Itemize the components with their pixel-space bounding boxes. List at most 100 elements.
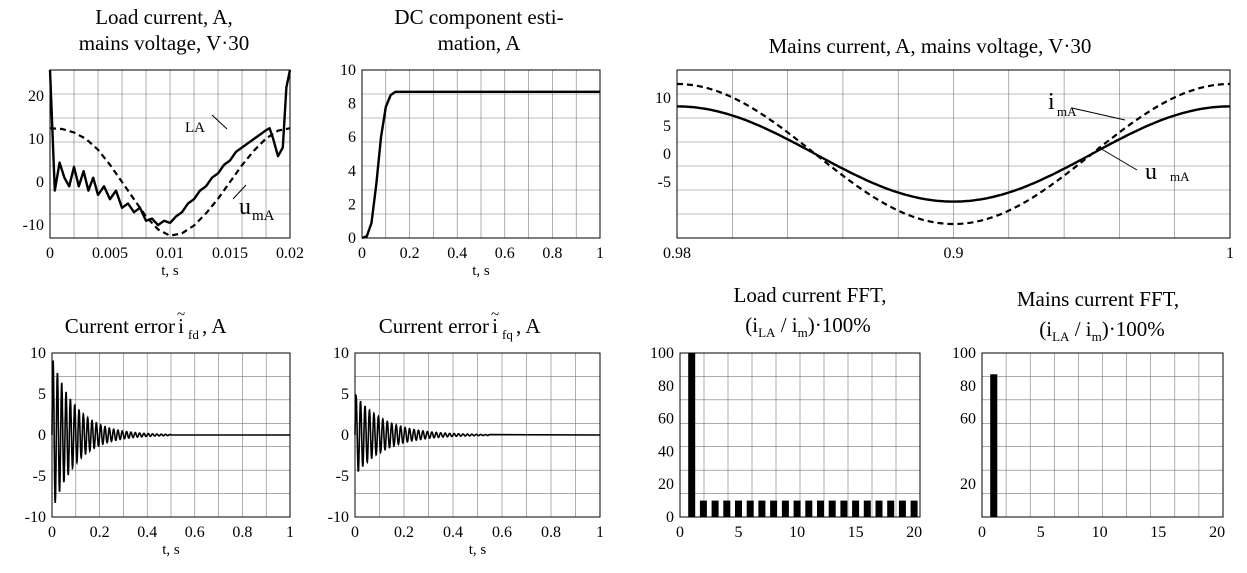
- bar: [840, 500, 848, 517]
- x-tick-label: 1: [1226, 245, 1234, 262]
- y-tick-label: 40: [658, 443, 674, 460]
- bar: [910, 500, 918, 517]
- panel-title-line-2: (iLA / im)·100%: [745, 313, 870, 340]
- bar: [746, 500, 754, 517]
- bar: [758, 500, 766, 517]
- x-tick-label: 1: [596, 245, 604, 262]
- x-tick-label: 0: [46, 245, 54, 262]
- x-tick-label: 0.8: [542, 245, 562, 262]
- annotation-leader: [1097, 146, 1138, 171]
- title-part: )·100%: [1102, 317, 1165, 341]
- bar: [852, 500, 860, 517]
- x-tick-label: 5: [1037, 524, 1045, 541]
- panel-title-line-1: Load current, A,: [95, 5, 233, 29]
- bar: [828, 500, 836, 517]
- y-tick-label: -10: [25, 509, 46, 526]
- annotation-i: i: [1048, 89, 1055, 115]
- panel-current-error-fd: Current error i ~ fd , A -10 -5 0 5 10 0 0.2 0.…: [25, 307, 294, 558]
- x-tick-label: 20: [906, 524, 922, 541]
- title-part: / i: [1069, 317, 1091, 341]
- title-subscript: LA: [1052, 329, 1070, 344]
- panel-mains-current: Mains current, A, mains voltage, V·30 -5…: [655, 34, 1234, 262]
- annotation-leader: [232, 184, 247, 200]
- series-line: [677, 105, 1230, 203]
- y-tick-label: -5: [658, 174, 671, 191]
- x-tick-label: 10: [789, 524, 805, 541]
- bar: [793, 500, 801, 517]
- y-tick-label: 5: [341, 386, 349, 403]
- panel-title: Mains current, A, mains voltage, V·30: [769, 34, 1092, 58]
- panel-current-error-fq: Current error i ~ fq , A -10 -5 0 5 10 0 0.2 0.…: [328, 307, 604, 558]
- title-part: (i: [1039, 317, 1052, 341]
- x-tick-label: 0: [48, 524, 56, 541]
- y-tick-label: 2: [348, 196, 356, 213]
- x-tick-label: 0.4: [447, 245, 467, 262]
- x-tick-label: 0.005: [92, 245, 128, 262]
- bar: [723, 500, 731, 517]
- bar: [898, 500, 906, 517]
- y-tick-label: 20: [658, 476, 674, 493]
- x-tick-label: 0.9: [944, 245, 964, 262]
- x-tick-label: 5: [735, 524, 743, 541]
- y-tick-label: 5: [38, 386, 46, 403]
- x-tick-label: 1: [286, 524, 294, 541]
- panel-title-line-1: DC component esti-: [394, 5, 563, 29]
- x-tick-label: 0.4: [443, 524, 463, 541]
- panel-load-fft: Load current FFT, (iLA / im)·100% 0 20 40 6…: [650, 283, 922, 541]
- series-line: [677, 82, 1230, 226]
- bar: [805, 500, 813, 517]
- x-axis-label: t, s: [162, 542, 180, 558]
- title-subscript: m: [1092, 329, 1102, 344]
- y-tick-label: -5: [33, 468, 46, 485]
- title-part: )·100%: [808, 313, 871, 337]
- plot-frame: [361, 69, 601, 239]
- title-part: (i: [745, 313, 758, 337]
- x-tick-label: 0.01: [156, 245, 184, 262]
- x-tick-label: 1: [596, 524, 604, 541]
- y-tick-label: 0: [666, 509, 674, 526]
- x-tick-label: 0.4: [137, 524, 157, 541]
- x-tick-label: 10: [1092, 524, 1108, 541]
- panel-title-line-1: Load current FFT,: [734, 283, 887, 307]
- annotation-leader: [1071, 107, 1126, 121]
- panel-title-unit: , A: [516, 314, 541, 338]
- annotation-i-subscript: mA: [1057, 104, 1077, 119]
- panel-load-current: Load current, A, mains voltage, V·30 -10…: [23, 5, 304, 279]
- tilde-mark: ~: [491, 307, 499, 323]
- y-tick-label: 100: [650, 345, 674, 362]
- panel-title-text: Current error: [65, 314, 175, 338]
- x-tick-label: 0.2: [400, 245, 420, 262]
- x-tick-label: 15: [848, 524, 864, 541]
- tilde-mark: ~: [177, 307, 185, 323]
- x-tick-label: 20: [1209, 524, 1225, 541]
- annotation-u-subscript: mA: [252, 208, 275, 224]
- y-tick-label: 10: [340, 62, 356, 79]
- y-tick-label: 80: [960, 378, 976, 395]
- bar: [781, 500, 789, 517]
- y-tick-label: -5: [336, 468, 349, 485]
- panel-title-symbol: i: [492, 314, 498, 338]
- title-subscript: LA: [758, 325, 776, 340]
- y-tick-label: 6: [348, 129, 356, 146]
- panel-title-subscript: fd: [188, 327, 199, 342]
- series-line: [49, 127, 291, 237]
- y-tick-label: 0: [341, 427, 349, 444]
- x-axis-label: t, s: [469, 542, 487, 558]
- x-tick-label: 0.98: [663, 245, 691, 262]
- annotation-u: u: [1145, 159, 1157, 185]
- plot-frame: [981, 352, 1224, 518]
- bar: [770, 500, 778, 517]
- panel-title-text: Current error: [379, 314, 489, 338]
- x-tick-label: 0: [358, 245, 366, 262]
- plot-frame: [354, 352, 601, 518]
- y-tick-label: 10: [333, 345, 349, 362]
- plot-area: 0 20 40 60 80 100 0 5 10 15 20: [650, 345, 922, 541]
- plot-area: -10 -5 0 5 10 0 0.2 0.4 0.6 0.8 1 t, s: [328, 345, 604, 558]
- panel-dc-component: DC component esti- mation, A 0 2 4 6 8 10 0 0.2…: [340, 5, 604, 279]
- plot-area: 0 2 4 6 8 10 0 0.2 0.4 0.6 0.8 1 t, s: [340, 62, 604, 279]
- y-tick-label: 60: [658, 411, 674, 428]
- title-part: / i: [775, 313, 797, 337]
- annotation-leader: [211, 114, 228, 130]
